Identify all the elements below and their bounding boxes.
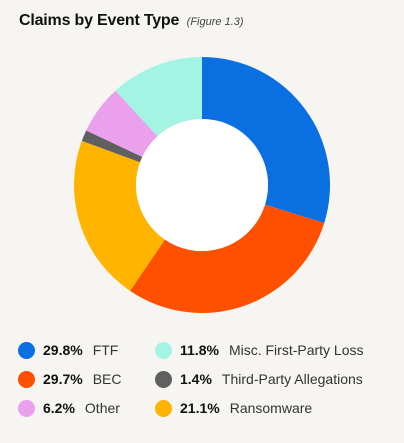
donut-slice-third-party-allegations (81, 130, 143, 163)
chart-title-row: Claims by Event Type (Figure 1.3) (19, 12, 244, 30)
legend-label: Misc. First-Party Loss (228, 342, 364, 358)
donut-slice-misc-first-party-loss (115, 57, 203, 137)
legend-percent: 29.8% (43, 342, 83, 358)
legend-swatch (155, 341, 172, 359)
donut-slice-ransomware (74, 140, 165, 291)
legend-percent: 21.1% (180, 400, 220, 416)
legend-swatch (18, 341, 35, 359)
legend-label: Third-Party Allegations (221, 371, 363, 387)
legend-percent: 6.2% (43, 400, 75, 416)
legend-percent: 29.7% (43, 371, 83, 387)
legend-item-bec: 29.7% BEC (18, 369, 122, 389)
legend-label: Other (84, 400, 120, 416)
donut-chart (74, 57, 330, 314)
legend-item-ransomware: 21.1% Ransomware (155, 398, 312, 418)
legend-swatch (155, 399, 172, 417)
legend-label: BEC (92, 371, 122, 387)
legend-swatch (18, 399, 35, 417)
legend-percent: 11.8% (180, 342, 219, 358)
legend-label: FTF (92, 342, 119, 358)
legend-item-third-party-allegations: 1.4% Third-Party Allegations (155, 369, 363, 389)
legend-item-ftf: 29.8% FTF (18, 340, 118, 360)
figure-reference: (Figure 1.3) (186, 16, 244, 28)
legend-label: Ransomware (229, 400, 313, 416)
donut-slice-other (86, 90, 158, 157)
donut-slice-ftf (202, 57, 330, 224)
legend-item-misc-first-party-loss: 11.8% Misc. First-Party Loss (155, 340, 364, 360)
legend-percent: 1.4% (180, 371, 212, 387)
donut-center-hole (136, 119, 268, 251)
legend-item-other: 6.2% Other (18, 398, 120, 418)
legend-swatch (155, 370, 172, 388)
donut-slice-bec (130, 204, 325, 314)
legend-swatch (18, 370, 35, 388)
chart-title: Claims by Event Type (19, 12, 180, 29)
